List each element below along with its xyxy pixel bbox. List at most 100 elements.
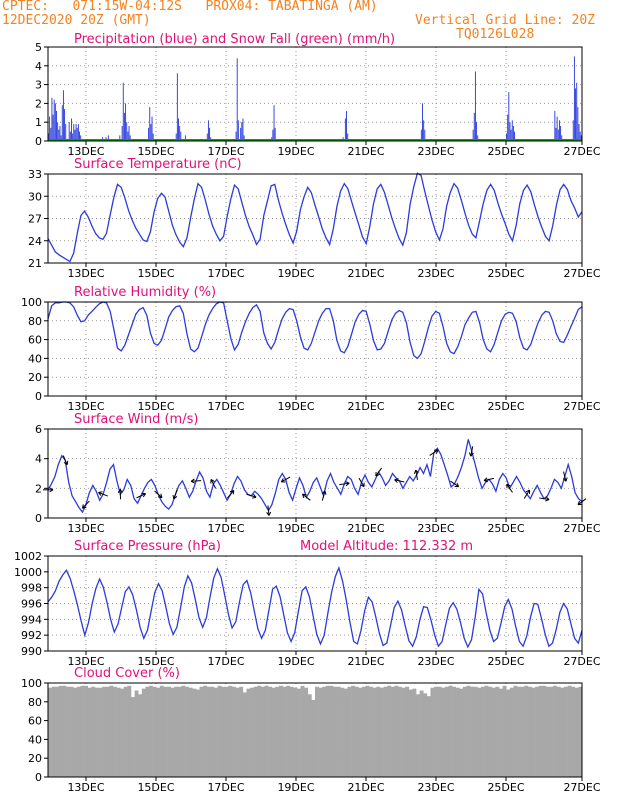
precip-bar (579, 131, 581, 141)
panel-annotation-altitude: Model Altitude: 112.332 m (300, 539, 473, 554)
cloud-bar (542, 685, 547, 777)
precip-bar (126, 122, 128, 141)
y-tick-label: 1000 (14, 566, 42, 579)
cloud-bar (549, 686, 554, 777)
precip-bar (73, 124, 75, 141)
cloud-bar (430, 687, 435, 777)
x-tick-label: 15DEC (137, 655, 174, 668)
precip-bar (506, 133, 507, 141)
wind-arrow-head (98, 491, 103, 496)
panel-title-cloud: Cloud Cover (%) (74, 666, 180, 681)
y-tick-label: 0 (35, 771, 42, 784)
precip-bar (49, 116, 51, 141)
cloud-bar (203, 685, 208, 777)
cloud-bar (437, 686, 442, 777)
precip-bar (54, 103, 56, 141)
precip-bar (150, 124, 152, 141)
cloud-bar (538, 685, 543, 777)
panel-title-temp: Surface Temperature (nC) (74, 157, 242, 172)
x-tick-label: 21DEC (347, 267, 384, 280)
wind-arrow (415, 469, 418, 480)
panel-frame-rh (47, 301, 583, 397)
wind-arrow-head (266, 511, 272, 516)
precip-bar (560, 125, 562, 141)
wind-arrow (506, 483, 513, 493)
precip-bar (179, 125, 181, 141)
cloud-bar (416, 694, 420, 777)
precip-bar (476, 122, 478, 141)
wind-arrow (82, 500, 90, 509)
cloud-bar (275, 686, 280, 777)
precip-bar (71, 118, 72, 141)
series-line-wind (47, 439, 583, 514)
cloud-bar (105, 686, 110, 777)
cloud-bar (62, 685, 67, 777)
precip-bar (422, 103, 423, 141)
cloud-bar (123, 686, 128, 777)
header-date: 12DEC2020 20Z (GMT) (2, 13, 151, 28)
header-code: TQ0126L028 (456, 27, 535, 42)
x-tick-label: 27DEC (563, 400, 600, 413)
precip-bar (424, 129, 426, 141)
cloud-bar (441, 687, 446, 777)
cloud-bar (426, 696, 431, 777)
cloud-bar (491, 687, 496, 777)
precip-bar (148, 127, 150, 141)
cloud-bar (499, 688, 503, 777)
cloud-bar (470, 686, 475, 777)
y-tick-label: 1 (35, 116, 42, 129)
x-tick-label: 27DEC (563, 267, 600, 280)
cloud-bar (224, 686, 229, 777)
x-tick-label: 13DEC (67, 522, 104, 535)
precip-bar (272, 129, 274, 141)
precip-bar (61, 105, 63, 141)
cloud-bar (250, 687, 254, 777)
precip-bar (176, 73, 178, 141)
cloud-bar (560, 687, 565, 777)
wind-arrow-head (434, 449, 439, 454)
y-tick-label: 40 (28, 733, 42, 746)
x-tick-label: 23DEC (417, 522, 454, 535)
cloud-bar (434, 686, 438, 777)
precip-bar (511, 120, 513, 141)
wind-arrow (226, 490, 235, 499)
wind-arrow-head (141, 492, 146, 498)
x-tick-label: 17DEC (207, 781, 244, 794)
cloud-bar (156, 687, 161, 777)
wind-arrow (358, 477, 365, 487)
cloud-bar (372, 687, 377, 777)
cloud-bar (347, 686, 352, 777)
cloud-bar (84, 685, 88, 777)
panel-title-precip: Precipitation (blue) and Snow Fall (gree… (74, 32, 395, 47)
wind-arrow (470, 446, 474, 457)
cloud-bar (527, 686, 532, 777)
cloud-bar (383, 686, 388, 777)
cloud-bar (376, 686, 381, 777)
precip-bar (572, 120, 574, 141)
wind-arrow (281, 476, 291, 483)
cloud-bar (206, 686, 211, 777)
cloud-bar (531, 687, 536, 777)
panel-title-rh: Relative Humidity (%) (74, 285, 216, 300)
cloud-bar (195, 689, 200, 777)
x-tick-label: 25DEC (487, 655, 524, 668)
wind-arrow-head (172, 494, 178, 500)
x-tick-label: 27DEC (563, 145, 600, 158)
cloud-bar (242, 692, 247, 777)
wind-arrow (539, 497, 550, 500)
panel-frame-wind (47, 428, 583, 519)
wind-arrow-head (252, 493, 257, 499)
cloud-bar (264, 685, 269, 777)
precip-bar (129, 135, 131, 141)
cloud-bar (138, 694, 143, 777)
cloud-bar (455, 687, 460, 777)
wind-arrow-head (117, 488, 123, 494)
precip-bar (79, 131, 80, 141)
precip-bar (477, 135, 479, 141)
precip-bar (149, 107, 151, 141)
precip-bar (77, 124, 79, 141)
wind-arrow-head (81, 504, 87, 509)
y-tick-label: 0 (35, 135, 42, 148)
cloud-bar (300, 685, 305, 777)
y-tick-label: 994 (21, 613, 42, 626)
